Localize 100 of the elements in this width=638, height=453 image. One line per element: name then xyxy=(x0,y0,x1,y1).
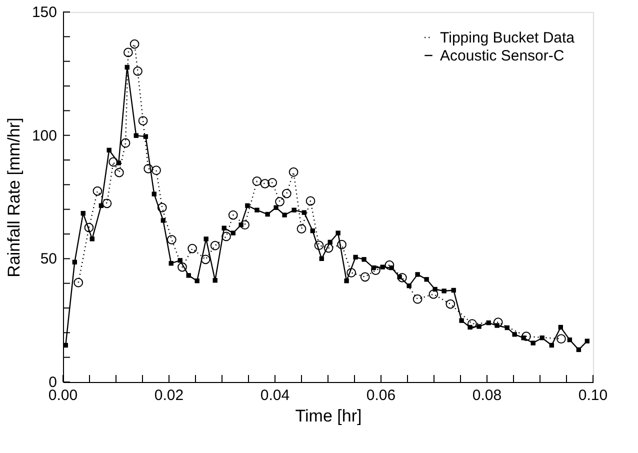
point xyxy=(397,274,402,280)
legend-label: Tipping Bucket Data xyxy=(440,30,576,46)
point xyxy=(116,160,121,166)
point xyxy=(254,208,260,212)
point xyxy=(84,222,94,232)
point xyxy=(72,260,78,264)
point xyxy=(157,202,167,212)
point xyxy=(432,286,438,292)
point xyxy=(152,192,157,196)
point xyxy=(584,338,590,344)
point xyxy=(102,198,112,208)
point xyxy=(106,148,112,152)
point xyxy=(292,208,296,212)
point xyxy=(222,232,231,242)
point xyxy=(314,240,324,250)
point xyxy=(152,166,161,176)
point xyxy=(252,176,262,186)
point xyxy=(178,262,187,272)
point xyxy=(459,318,464,323)
point xyxy=(124,48,133,58)
point xyxy=(228,210,238,220)
point xyxy=(288,167,298,177)
point xyxy=(476,324,482,329)
point xyxy=(302,210,306,215)
point xyxy=(134,133,138,138)
point xyxy=(188,244,198,254)
point xyxy=(353,254,358,260)
point xyxy=(306,196,316,206)
point xyxy=(310,228,315,234)
point xyxy=(494,323,500,328)
point xyxy=(486,320,491,326)
point xyxy=(576,347,582,352)
point xyxy=(337,240,346,250)
point xyxy=(406,283,412,288)
point xyxy=(230,230,236,236)
point xyxy=(194,278,200,284)
point xyxy=(222,226,226,230)
legend-label: Acoustic Sensor-C xyxy=(440,48,564,64)
point xyxy=(424,277,429,282)
point xyxy=(344,278,349,284)
point xyxy=(442,288,446,294)
point xyxy=(493,318,503,327)
point xyxy=(138,116,148,126)
point xyxy=(451,288,456,293)
point xyxy=(238,222,244,228)
point xyxy=(160,218,166,223)
point xyxy=(384,260,394,270)
point xyxy=(446,299,456,309)
point xyxy=(92,186,102,196)
point xyxy=(521,336,526,340)
point xyxy=(522,332,531,342)
point xyxy=(133,66,142,76)
point xyxy=(324,243,334,253)
point xyxy=(467,319,477,328)
point xyxy=(428,290,438,299)
point xyxy=(212,278,218,283)
point xyxy=(268,178,278,188)
point xyxy=(398,272,407,282)
point xyxy=(143,134,148,139)
point xyxy=(245,203,250,208)
point xyxy=(120,138,130,148)
point xyxy=(74,278,84,288)
point xyxy=(296,224,306,234)
x-tick-label: 0.10 xyxy=(578,387,608,404)
point xyxy=(114,168,124,178)
x-tick-label: 0.08 xyxy=(472,387,502,404)
point xyxy=(124,64,130,70)
y-axis-title: Rainfall Rate [mm/hr] xyxy=(4,118,24,278)
point xyxy=(362,257,366,262)
point xyxy=(512,332,517,337)
point xyxy=(144,164,154,174)
point xyxy=(319,256,324,262)
point xyxy=(90,236,94,242)
x-tick-label: 0.02 xyxy=(154,387,184,404)
point xyxy=(540,336,544,340)
point xyxy=(371,266,380,275)
x-tick-label: 0.06 xyxy=(366,387,396,404)
point xyxy=(80,210,86,216)
x-axis-title: Time [hr] xyxy=(295,406,362,426)
point xyxy=(504,325,510,330)
point xyxy=(360,272,370,282)
point xyxy=(168,261,174,266)
point xyxy=(186,273,191,278)
point xyxy=(328,240,332,244)
point xyxy=(380,264,385,270)
y-tick-label: 50 xyxy=(40,250,57,268)
point xyxy=(336,230,340,236)
x-tick-label: 0.04 xyxy=(260,387,290,404)
point xyxy=(556,334,566,344)
point xyxy=(200,254,210,264)
point xyxy=(240,220,250,230)
point xyxy=(468,324,472,330)
point xyxy=(274,205,278,210)
point xyxy=(178,258,182,263)
point xyxy=(415,272,420,277)
point xyxy=(166,235,176,244)
point xyxy=(108,157,118,167)
point xyxy=(346,268,356,278)
point xyxy=(530,340,536,346)
point xyxy=(130,39,140,49)
